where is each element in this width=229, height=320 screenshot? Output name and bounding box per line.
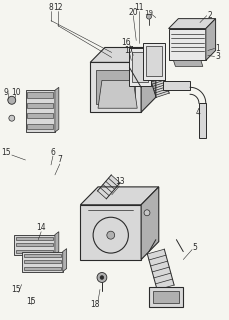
Polygon shape [96,70,135,104]
Text: 8: 8 [48,3,53,12]
Polygon shape [80,205,141,260]
Circle shape [8,96,16,104]
Polygon shape [23,253,60,257]
Polygon shape [22,252,63,271]
Polygon shape [80,187,158,205]
Polygon shape [16,250,53,253]
Circle shape [97,273,106,283]
Polygon shape [23,267,60,270]
Polygon shape [168,28,205,60]
Polygon shape [145,46,161,76]
Polygon shape [23,260,60,263]
Polygon shape [98,80,137,108]
Circle shape [146,14,151,19]
Text: 18: 18 [90,300,99,309]
Polygon shape [129,49,150,86]
Text: 19: 19 [144,10,153,16]
Polygon shape [132,52,147,82]
Polygon shape [27,92,53,98]
Text: 12: 12 [53,3,62,12]
Circle shape [143,210,149,216]
Text: 9: 9 [3,88,8,97]
Text: 11: 11 [134,3,143,12]
Text: 6: 6 [50,148,55,156]
Text: 20: 20 [128,8,137,17]
Text: 13: 13 [114,177,124,187]
Polygon shape [90,62,141,112]
Circle shape [106,231,114,239]
Polygon shape [173,60,202,67]
Polygon shape [168,19,215,28]
Circle shape [100,276,104,279]
Polygon shape [55,232,59,255]
Text: 16: 16 [121,38,131,47]
Polygon shape [142,43,164,80]
Polygon shape [198,103,205,138]
Text: 7: 7 [57,156,62,164]
Text: 2: 2 [206,11,211,20]
Polygon shape [152,292,179,303]
Polygon shape [16,243,53,246]
Polygon shape [162,81,189,90]
Text: 1: 1 [214,44,219,53]
Text: 15: 15 [27,297,36,306]
Polygon shape [141,187,158,260]
Polygon shape [90,47,155,62]
Polygon shape [205,19,215,60]
Text: 15: 15 [1,148,11,156]
Polygon shape [55,87,59,132]
Text: 4: 4 [195,108,199,117]
Polygon shape [141,47,155,112]
Polygon shape [27,124,53,129]
Polygon shape [25,90,55,132]
Text: 15: 15 [11,285,20,294]
Text: 10: 10 [11,88,20,97]
Text: 5: 5 [192,243,196,252]
Polygon shape [148,287,183,307]
Text: 3: 3 [214,52,219,61]
Polygon shape [27,103,53,108]
Polygon shape [97,175,120,199]
Text: 17: 17 [124,46,134,55]
Polygon shape [147,249,173,290]
Circle shape [9,115,15,121]
Text: 14: 14 [36,223,46,232]
Polygon shape [27,113,53,118]
Polygon shape [14,235,55,255]
Polygon shape [16,237,53,240]
Polygon shape [151,78,169,97]
Polygon shape [63,249,66,271]
